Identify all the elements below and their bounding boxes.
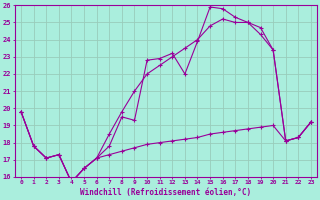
X-axis label: Windchill (Refroidissement éolien,°C): Windchill (Refroidissement éolien,°C)	[80, 188, 252, 197]
